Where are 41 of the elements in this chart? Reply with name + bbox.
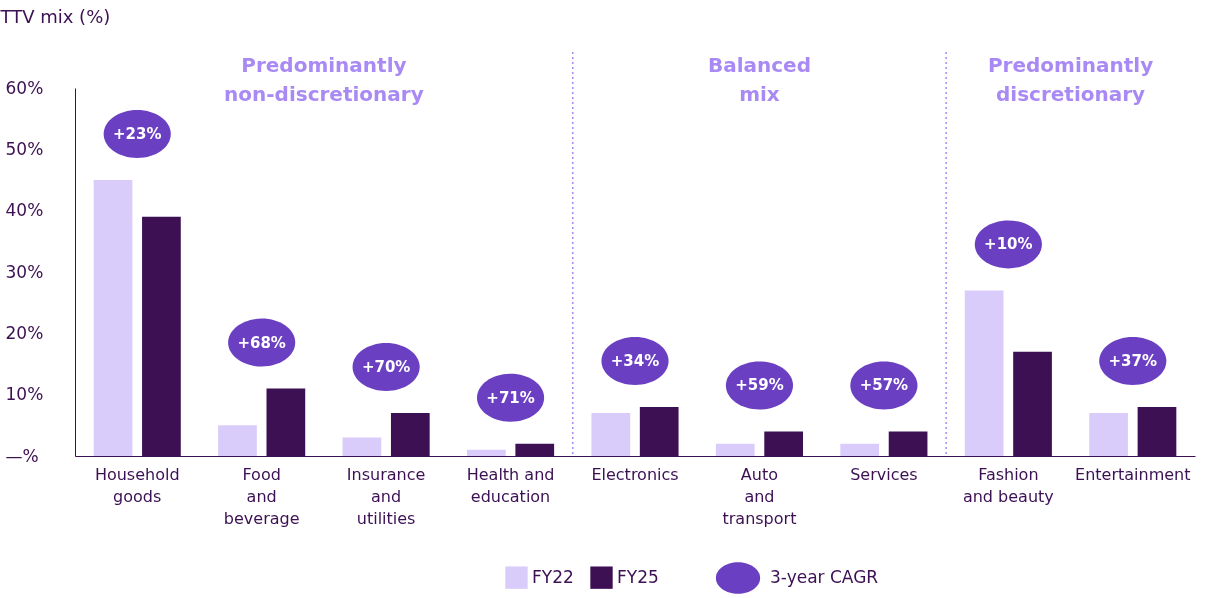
- bar: [840, 443, 880, 456]
- y-tick-label: 30%: [5, 261, 44, 282]
- x-tick-label: Food and beverage: [223, 464, 300, 528]
- legend-label: FY25: [617, 566, 659, 587]
- x-tick-label: Electronics: [591, 464, 679, 484]
- annotation: +37%: [1108, 351, 1158, 370]
- annotation: Predominantly non-discretionary: [224, 53, 424, 106]
- y-tick-label: 50%: [5, 138, 44, 159]
- x-tick-label: Insurance and utilities: [346, 464, 426, 528]
- x-tick-label: Entertainment: [1075, 464, 1191, 484]
- bar: [715, 443, 755, 456]
- bar: [467, 449, 506, 456]
- x-tick-label: Services: [850, 464, 918, 484]
- annotation: +71%: [486, 388, 535, 407]
- annotation: Predominantly discretionary: [987, 53, 1154, 106]
- y-tick-label: —%: [5, 445, 39, 466]
- annotation: +68%: [237, 333, 286, 352]
- y-tick-label: 60%: [5, 77, 44, 98]
- bar: [93, 180, 133, 456]
- bar: [218, 425, 257, 456]
- bar: [591, 413, 631, 456]
- x-tick-label: Auto and transport: [722, 464, 797, 528]
- x-tick-label: Health and education: [466, 464, 555, 506]
- annotation: Balanced mix: [707, 53, 811, 106]
- x-tick-label: Fashion and beauty: [962, 464, 1054, 506]
- bar: [342, 437, 382, 456]
- y-tick-label: 10%: [5, 384, 44, 405]
- annotation: +59%: [735, 376, 784, 395]
- text: 3-year CAGR: [770, 567, 879, 587]
- annotation: +34%: [610, 351, 660, 370]
- annotation: +23%: [112, 125, 162, 143]
- annotation: +70%: [361, 358, 411, 377]
- y-tick-label: 20%: [5, 322, 44, 343]
- y-tick-label: 40%: [5, 200, 44, 221]
- y-axis-title: TTV mix (%): [0, 5, 111, 27]
- legend-label: FY22: [532, 566, 574, 587]
- bar: [964, 290, 1004, 456]
- annotation: +10%: [984, 235, 1033, 254]
- x-tick-label: Household goods: [94, 464, 180, 506]
- annotation: +57%: [859, 376, 909, 395]
- bar: [1089, 413, 1128, 456]
